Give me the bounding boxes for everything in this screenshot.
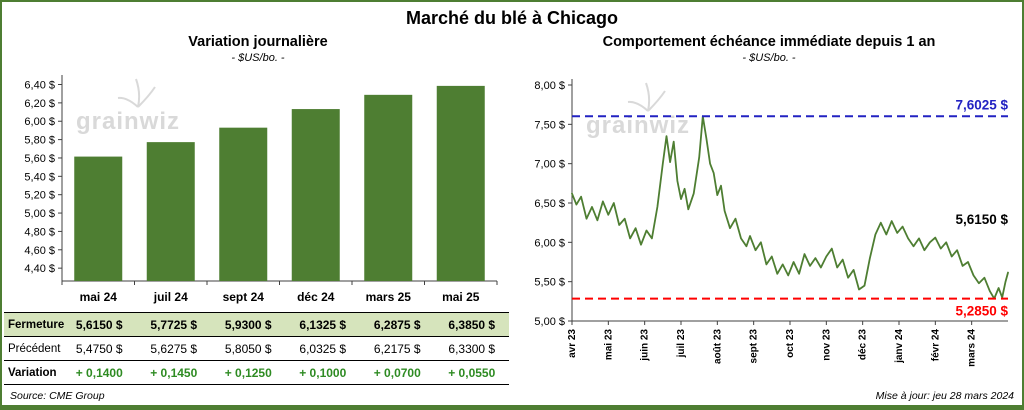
x-month-label: oct 23 xyxy=(785,329,796,358)
x-month-label: mai 23 xyxy=(603,329,614,361)
table-cell: 5,7725 $ xyxy=(136,312,211,337)
bar xyxy=(436,85,485,281)
row-label: Variation xyxy=(4,360,62,385)
source-note: Source: CME Group xyxy=(10,390,105,402)
x-month-label: août 23 xyxy=(712,329,723,364)
table-cell: 5,8050 $ xyxy=(211,336,286,361)
bar xyxy=(364,94,413,281)
table-cell: 6,3850 $ xyxy=(434,312,509,337)
line-chart-subtitle: - $US/bo. - xyxy=(742,52,796,64)
watermark-sprout-icon xyxy=(627,82,666,112)
y-tick-label: 4,40 $ xyxy=(24,263,55,275)
x-category-label: mai 24 xyxy=(80,290,118,304)
table-cell: + 0,0700 xyxy=(360,360,435,385)
table-cell: + 0,1000 xyxy=(285,360,360,385)
y-tick-label: 6,40 $ xyxy=(24,80,55,92)
immediate-maturity-panel: Comportement échéance immédiate depuis 1… xyxy=(516,34,1022,397)
x-category-label: mai 25 xyxy=(442,290,480,304)
table-cell: 5,9300 $ xyxy=(211,312,286,337)
bar xyxy=(291,109,340,281)
table-cell: + 0,1250 xyxy=(211,360,286,385)
x-month-label: févr 24 xyxy=(930,329,941,362)
x-month-label: nov 23 xyxy=(821,329,832,361)
line-chart: grainwiz 5,00 $5,50 $6,00 $6,50 $7,00 $7… xyxy=(534,79,1010,367)
x-month-label: sept 23 xyxy=(749,329,760,364)
table-cell: 6,2175 $ xyxy=(360,336,435,361)
y-tick-label: 7,50 $ xyxy=(534,119,565,131)
table-row-variation: Variation + 0,1400 + 0,1450 + 0,1250 + 0… xyxy=(4,360,509,385)
x-month-label: janv 24 xyxy=(894,329,905,364)
table-cell: + 0,1400 xyxy=(62,360,137,385)
table-row-precedent: Précédent 5,4750 $ 5,6275 $ 5,8050 $ 6,0… xyxy=(4,336,509,361)
y-tick-label: 6,20 $ xyxy=(24,98,55,110)
x-month-label: mars 24 xyxy=(967,329,978,367)
x-category-label: déc 24 xyxy=(297,290,335,304)
x-month-label: juil 23 xyxy=(676,329,687,359)
page-title: Marché du blé à Chicago xyxy=(405,8,619,28)
row-label: Précédent xyxy=(4,336,62,361)
table-cell: + 0,1450 xyxy=(136,360,211,385)
bar-chart: grainwiz 4,40 $ 4,60 $ 4,80 $ 5,00 $ 5,20 $ 5… xyxy=(24,75,498,304)
quotes-table: Fermeture 5,6150 $ 5,7725 $ 5,9300 $ 6,1… xyxy=(4,312,509,385)
x-month-label: déc 23 xyxy=(858,329,869,361)
threshold-label: 5,2850 $ xyxy=(955,304,1008,319)
table-cell: 6,2875 $ xyxy=(360,312,435,337)
update-note: Mise à jour: jeu 28 mars 2024 xyxy=(875,390,1014,402)
table-row-fermeture: Fermeture 5,6150 $ 5,7725 $ 5,9300 $ 6,1… xyxy=(4,312,509,337)
y-tick-label: 4,80 $ xyxy=(24,226,55,238)
y-tick-label: 6,00 $ xyxy=(24,116,55,128)
y-tick-label: 8,00 $ xyxy=(534,80,565,92)
y-tick-label: 6,00 $ xyxy=(534,237,565,249)
y-tick-label: 6,50 $ xyxy=(534,198,565,210)
y-tick-label: 5,80 $ xyxy=(24,135,55,147)
table-cell: 5,4750 $ xyxy=(62,336,137,361)
bar-chart-title: Variation journalière xyxy=(188,34,328,50)
y-tick-label: 5,40 $ xyxy=(24,171,55,183)
y-tick-label: 5,60 $ xyxy=(24,153,55,165)
x-category-label: mars 25 xyxy=(366,290,412,304)
price-line xyxy=(571,115,1009,300)
x-month-label: juin 23 xyxy=(640,329,651,362)
y-tick-label: 7,00 $ xyxy=(534,159,565,171)
x-month-label: avr 23 xyxy=(567,329,578,358)
bar xyxy=(74,156,123,281)
bar xyxy=(219,127,268,281)
y-tick-label: 5,20 $ xyxy=(24,190,55,202)
table-cell: + 0,0550 xyxy=(434,360,509,385)
last-value-label: 5,6150 $ xyxy=(955,212,1008,227)
table-cell: 6,3300 $ xyxy=(434,336,509,361)
bar-chart-subtitle: - $US/bo. - xyxy=(231,52,285,64)
y-tick-label: 5,00 $ xyxy=(24,208,55,220)
row-label: Fermeture xyxy=(4,312,64,337)
line-chart-title: Comportement échéance immédiate depuis 1… xyxy=(602,34,936,50)
x-category-label: sept 24 xyxy=(223,290,265,304)
table-cell: 5,6275 $ xyxy=(136,336,211,361)
bar xyxy=(146,142,195,281)
table-cell: 6,0325 $ xyxy=(285,336,360,361)
watermark: grainwiz xyxy=(76,108,180,135)
y-tick-label: 5,50 $ xyxy=(534,277,565,289)
x-category-label: juil 24 xyxy=(153,290,188,304)
threshold-label: 7,6025 $ xyxy=(955,97,1008,112)
watermark-sprout-icon xyxy=(117,78,156,108)
y-tick-label: 4,60 $ xyxy=(24,245,55,257)
table-cell: 6,1325 $ xyxy=(285,312,360,337)
y-tick-label: 5,00 $ xyxy=(534,316,565,328)
table-cell: 5,6150 $ xyxy=(62,312,137,337)
daily-variation-panel: Variation journalière - $US/bo. - grainw… xyxy=(4,34,512,385)
